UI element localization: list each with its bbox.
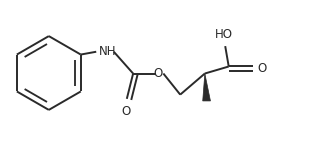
Text: O: O [257, 62, 267, 75]
Text: O: O [154, 67, 163, 80]
Polygon shape [203, 74, 211, 101]
Text: NH: NH [99, 45, 117, 58]
Text: O: O [121, 105, 131, 118]
Text: HO: HO [215, 28, 233, 41]
